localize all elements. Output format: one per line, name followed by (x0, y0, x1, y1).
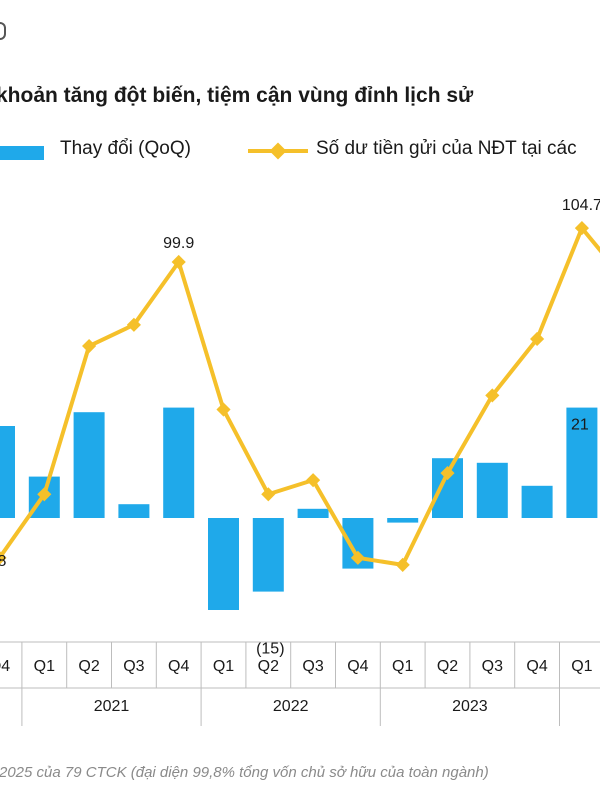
line-point-11 (485, 388, 500, 403)
data-label-0: 58 (0, 553, 7, 570)
line-point-10 (440, 466, 455, 481)
chart-title: khoản tăng đột biến, tiệm cận vùng đỉnh … (0, 84, 474, 107)
year-label-2: 2023 (452, 698, 488, 715)
bar-11 (476, 462, 508, 518)
category-label-4: Q4 (168, 658, 189, 675)
data-label-3: 104.7 (562, 197, 600, 214)
category-label-1: Q1 (34, 658, 55, 675)
line-point-8 (350, 550, 365, 565)
category-label-7: Q3 (302, 658, 323, 675)
bar-3 (118, 504, 150, 518)
category-label-8: Q4 (347, 658, 368, 675)
category-label-10: Q2 (437, 658, 458, 675)
bar-13 (566, 407, 598, 518)
line-point-13 (574, 221, 589, 236)
category-label-11: Q3 (482, 658, 503, 675)
category-label-3: Q3 (123, 658, 144, 675)
bar-2 (73, 412, 105, 518)
line-point-3 (126, 317, 141, 332)
line-point-4 (171, 254, 186, 270)
bar-9 (387, 518, 419, 523)
bar-5 (208, 518, 239, 610)
line-point-2 (82, 338, 97, 354)
category-label-0: Q4 (0, 658, 10, 675)
category-label-12: Q4 (526, 658, 547, 675)
category-label-2: Q2 (78, 658, 99, 675)
bar-4 (163, 407, 195, 518)
line-point-9 (395, 557, 410, 572)
data-label-1: 99.9 (163, 235, 194, 252)
year-label-0: 2021 (94, 698, 130, 715)
line-point-0 (0, 550, 7, 565)
category-label-9: Q1 (392, 658, 413, 675)
data-label-2: (15) (256, 641, 284, 658)
bar-0 (0, 426, 15, 518)
year-label-1: 2022 (273, 698, 309, 715)
line-point-6 (261, 487, 276, 502)
corner-mark (0, 22, 6, 40)
line-point-7 (306, 473, 321, 488)
category-label-13: Q1 (571, 658, 592, 675)
bar-12 (521, 485, 553, 518)
line-point-1 (37, 487, 52, 502)
legend-line-swatch (248, 142, 308, 160)
legend-bar-swatch (0, 146, 44, 160)
category-label-6: Q2 (258, 658, 279, 675)
legend-line-label: Số dư tiền gửi của NĐT tại các (316, 138, 577, 159)
line-point-12 (530, 331, 545, 347)
source-note: -2025 của 79 CTCK (đại diện 99,8% tổng v… (0, 764, 489, 781)
bar-6 (252, 518, 284, 592)
data-label-4: 21 (571, 417, 589, 434)
bar-7 (297, 508, 329, 518)
category-label-5: Q1 (213, 658, 234, 675)
legend-bar-label: Thay đổi (QoQ) (60, 138, 191, 159)
line-point-5 (216, 402, 231, 417)
